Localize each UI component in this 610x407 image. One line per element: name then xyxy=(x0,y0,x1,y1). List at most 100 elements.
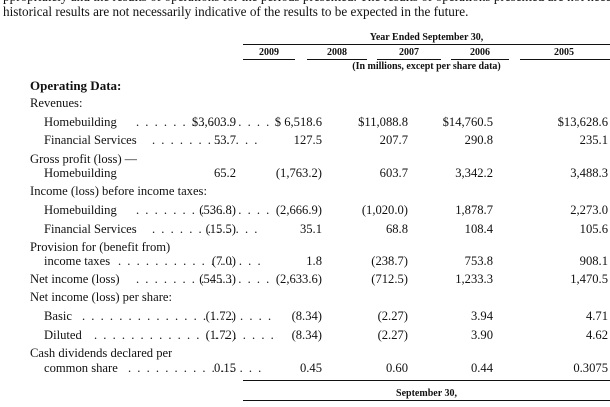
cell-2008: (1,763.2) xyxy=(275,166,322,180)
cell-2007: 603.7 xyxy=(379,166,408,180)
cell-2006: 290.8 xyxy=(464,133,493,147)
cell-2009: (536.8) xyxy=(199,203,236,217)
cell-2005: 1,470.5 xyxy=(570,272,608,286)
row-label: income taxes xyxy=(44,254,111,268)
intro-text-line-1: ppropriately and the results of operatio… xyxy=(3,0,610,4)
row-label: Homebuilding xyxy=(44,166,117,180)
cell-2007: (2.27) xyxy=(377,328,408,342)
cell-2009: (1.72) xyxy=(205,309,236,323)
cell-2005: 4.62 xyxy=(585,328,608,342)
cell-2008: (8.34) xyxy=(291,328,322,342)
cell-2005: 235.1 xyxy=(579,133,608,147)
cell-2008: 35.1 xyxy=(299,222,322,236)
cell-2009: $3,603.9 xyxy=(191,115,236,129)
cell-2006: 108.4 xyxy=(464,222,493,236)
dot-leader: . . . . . . . . . . . . . . . xyxy=(128,361,263,375)
cell-2008: 1.8 xyxy=(306,254,322,268)
cell-2007: 68.8 xyxy=(385,222,408,236)
cell-2006: 3,342.2 xyxy=(455,166,493,180)
cell-2005: 2,273.0 xyxy=(570,203,608,217)
cell-2009: (7.0) xyxy=(211,254,236,268)
row-label: Homebuilding xyxy=(44,203,117,217)
cell-2006: 1,233.3 xyxy=(455,272,493,286)
table-row: Net income (loss) . . . . . . . . . . . … xyxy=(0,271,610,289)
row-label: common share xyxy=(44,361,118,375)
year-rule-2005 xyxy=(520,59,610,60)
dot-leader: . . . . . . . . . . . . . . . . xyxy=(118,254,263,268)
row-label: Net income (loss) xyxy=(30,272,120,286)
table-row: Basic . . . . . . . . . . . . . . . . . … xyxy=(0,308,610,326)
dot-leader: . . . . . . . . . . . . xyxy=(152,133,259,147)
cell-2007: (2.27) xyxy=(377,309,408,323)
cell-2009: 0.15 xyxy=(213,361,236,375)
cell-2008: $ 6,518.6 xyxy=(274,115,322,129)
year-header-2009: 2009 xyxy=(259,47,279,58)
dot-leader: . . . . . . . . . . . . . . . xyxy=(136,115,271,129)
cell-2007: 207.7 xyxy=(379,133,408,147)
row-label: Income (loss) before income taxes: xyxy=(30,184,207,198)
year-rule-2006 xyxy=(451,59,509,60)
table-row: common share . . . . . . . . . . . . . .… xyxy=(0,360,610,378)
cell-2009: 65.2 xyxy=(213,166,236,180)
cell-2008: (2,666.9) xyxy=(275,203,322,217)
row-label: Net income (loss) per share: xyxy=(30,290,172,304)
dot-leader: . . . . . . . . . . . . . . . xyxy=(136,272,271,286)
section-title-row: Operating Data: xyxy=(0,78,610,96)
cell-2008: (8.34) xyxy=(291,309,322,323)
cell-2009: (15.5) xyxy=(205,222,236,236)
cell-2008: (2,633.6) xyxy=(275,272,322,286)
cell-2005: $13,628.6 xyxy=(557,115,608,129)
cell-2009: (545.3) xyxy=(199,272,236,286)
cell-2009: 53.7 xyxy=(213,133,236,147)
table-row: Diluted . . . . . . . . . . . . . . . . … xyxy=(0,327,610,345)
year-header-2006: 2006 xyxy=(470,47,490,58)
cell-2007: (238.7) xyxy=(371,254,408,268)
year-rule-2007 xyxy=(377,59,441,60)
cell-2005: 4.71 xyxy=(585,309,608,323)
dot-leader: . . . . . . . . . . . . . . . . . . . . … xyxy=(82,309,273,323)
revenues-heading-row: Revenues: xyxy=(0,95,610,113)
table-row: Provision for (benefit from) xyxy=(0,239,610,257)
row-label: Financial Services xyxy=(44,222,137,236)
table-row: Cash dividends declared per xyxy=(0,345,610,363)
balance-sheet-span-header: September 30, xyxy=(396,388,457,399)
dot-leader: . . . . . . . . . . . . . . . xyxy=(136,203,271,217)
cell-2008: 127.5 xyxy=(293,133,322,147)
year-header-2005: 2005 xyxy=(554,47,574,58)
dot-leader: . . . . . . . . . . . . . . . . . . . . xyxy=(94,328,276,342)
table-row: Financial Services . . . . . . . . . . .… xyxy=(0,132,610,150)
table-row: Income (loss) before income taxes: xyxy=(0,183,610,201)
year-header-2008: 2008 xyxy=(327,47,347,58)
cell-2006: 3.90 xyxy=(470,328,493,342)
intro-cut-line: ppropriately and the results of operatio… xyxy=(0,0,610,4)
cell-2007: (712.5) xyxy=(371,272,408,286)
units-caption: (In millions, except per share data) xyxy=(352,61,501,72)
row-label: Basic xyxy=(44,309,72,323)
revenues-heading: Revenues: xyxy=(30,96,83,110)
cell-2007: 0.60 xyxy=(385,361,408,375)
section-divider xyxy=(243,380,610,381)
cell-2008: 0.45 xyxy=(299,361,322,375)
cell-2007: (1,020.0) xyxy=(361,203,408,217)
balance-sheet-header-rule xyxy=(243,400,610,401)
table-row: Net income (loss) per share: xyxy=(0,289,610,307)
table-row: Homebuilding . . . . . . . . . . . . . .… xyxy=(0,114,610,132)
row-label: Homebuilding xyxy=(44,115,117,129)
table-row: Homebuilding . . . . . . . . . . . . . .… xyxy=(0,202,610,220)
dot-leader: . . . . . . . . . . . . xyxy=(152,222,259,236)
year-rule-2008 xyxy=(307,59,367,60)
year-rule-2009 xyxy=(243,59,295,60)
row-label: Financial Services xyxy=(44,133,137,147)
cell-2005: 105.6 xyxy=(579,222,608,236)
row-label: Cash dividends declared per xyxy=(30,346,173,360)
intro-text-line-2: historical results are not necessarily i… xyxy=(3,4,469,19)
section-title: Operating Data: xyxy=(30,78,122,93)
cell-2006: $14,760.5 xyxy=(442,115,493,129)
cell-2006: 3.94 xyxy=(470,309,493,323)
cell-2006: 753.8 xyxy=(464,254,493,268)
cell-2005: 908.1 xyxy=(579,254,608,268)
table-row: Financial Services . . . . . . . . . . .… xyxy=(0,221,610,239)
cell-2007: $11,088.8 xyxy=(358,115,408,129)
cell-2009: (1.72) xyxy=(205,328,236,342)
cell-2006: 0.44 xyxy=(470,361,493,375)
